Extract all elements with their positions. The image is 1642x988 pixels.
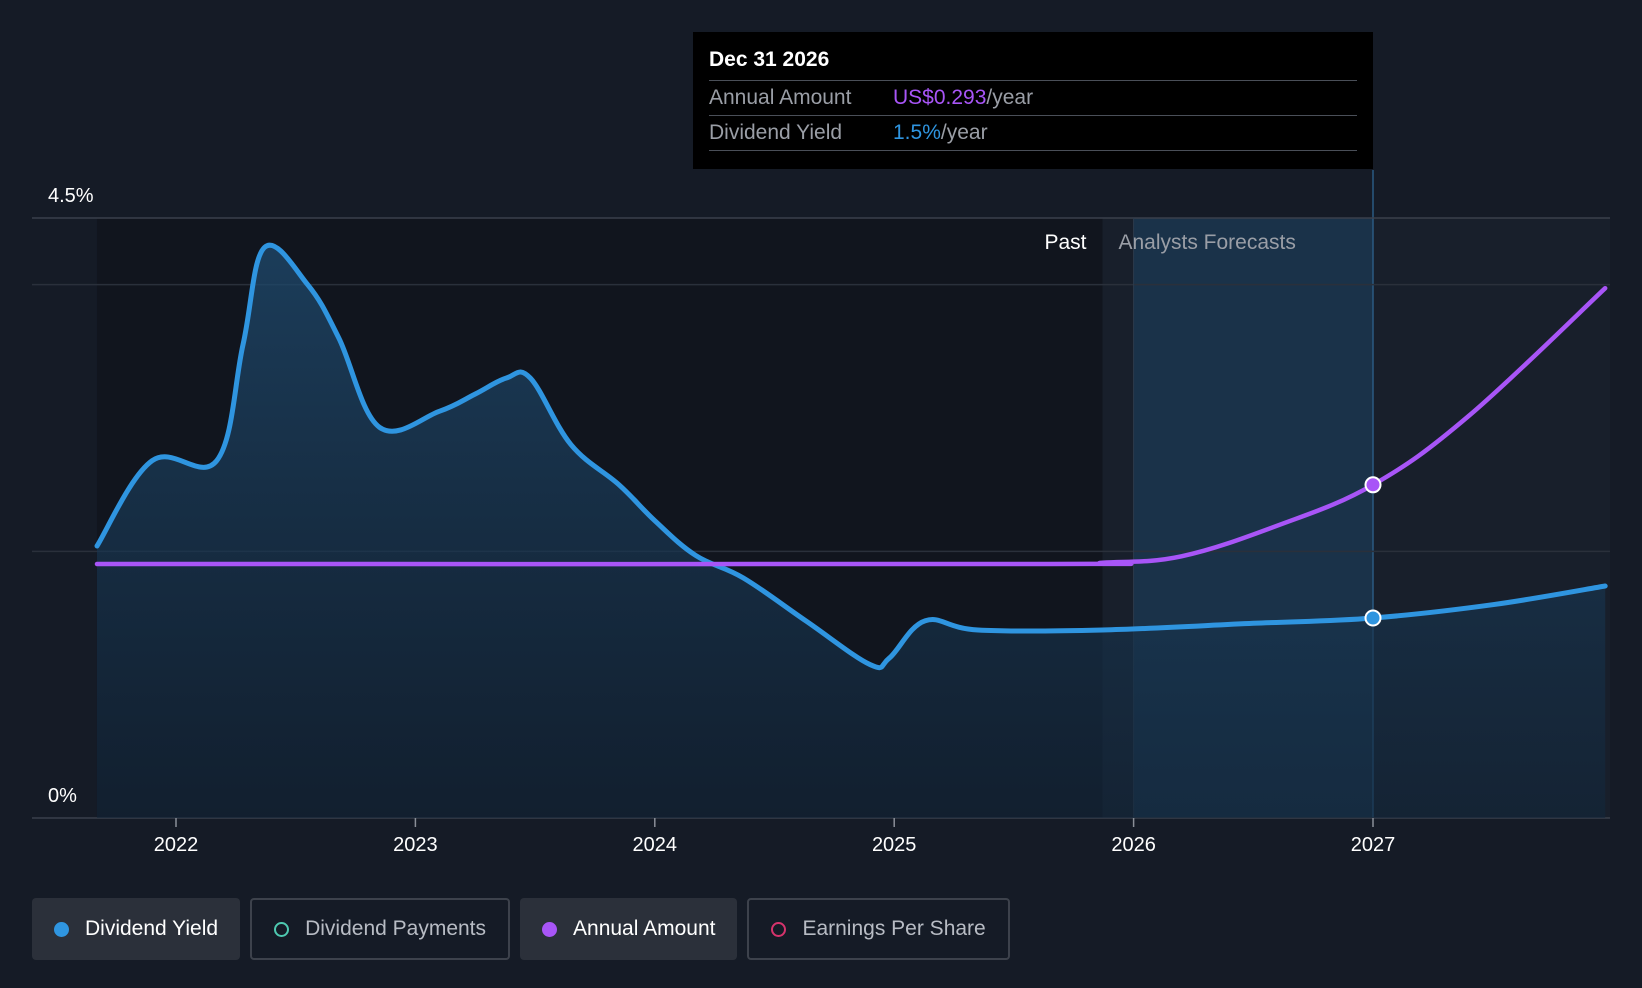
x-tick-label: 2023 — [393, 834, 438, 856]
tooltip-row-annual-amount: Annual Amount US$0.293 /year — [709, 81, 1357, 116]
legend: Dividend Yield Dividend Payments Annual … — [32, 898, 1010, 960]
tooltip-row-dividend-yield: Dividend Yield 1.5% /year — [709, 116, 1357, 151]
annual-amount-line — [94, 285, 1608, 567]
legend-dividend-yield[interactable]: Dividend Yield — [32, 898, 241, 960]
legend-ring-icon — [274, 921, 290, 937]
tooltip: Dec 31 2026 Annual Amount US$0.293 /year… — [693, 32, 1373, 169]
tooltip-label: Annual Amount — [709, 86, 852, 109]
x-tick-label: 2024 — [633, 834, 678, 856]
dividend-yield-marker — [1364, 609, 1382, 627]
legend-dot-icon — [542, 921, 558, 937]
legend-annual-amount[interactable]: Annual Amount — [520, 898, 738, 960]
legend-label: Earnings Per Share — [802, 917, 986, 940]
annual-amount-marker — [1364, 476, 1382, 494]
legend-earnings-per-share[interactable]: Earnings Per Share — [747, 898, 1010, 960]
x-tick-label: 2025 — [872, 834, 917, 856]
legend-dot-icon — [54, 921, 69, 937]
tooltip-value: US$0.293 — [893, 86, 987, 109]
tooltip-value: 1.5% — [893, 121, 941, 144]
legend-dividend-payments[interactable]: Dividend Payments — [250, 898, 511, 960]
legend-label: Dividend Yield — [85, 917, 219, 940]
x-tick-label: 2022 — [154, 834, 199, 856]
forecast-label: Analysts Forecasts — [1118, 231, 1295, 254]
legend-ring-icon — [771, 921, 787, 937]
past-label: Past — [1044, 231, 1086, 254]
y-tick-label: 4.5% — [48, 185, 94, 207]
dividend-yield-area — [97, 245, 1606, 818]
legend-label: Dividend Payments — [305, 917, 487, 940]
y-tick-label: 0% — [48, 785, 77, 807]
tooltip-unit: /year — [940, 121, 988, 144]
dividend-yield-line — [94, 242, 1608, 671]
tooltip-date: Dec 31 2026 — [709, 46, 1357, 81]
x-tick-label: 2027 — [1351, 834, 1396, 856]
tooltip-unit: /year — [986, 86, 1034, 109]
x-tick-label: 2026 — [1111, 834, 1156, 856]
legend-label: Annual Amount — [573, 917, 716, 940]
tooltip-label: Dividend Yield — [709, 121, 843, 144]
